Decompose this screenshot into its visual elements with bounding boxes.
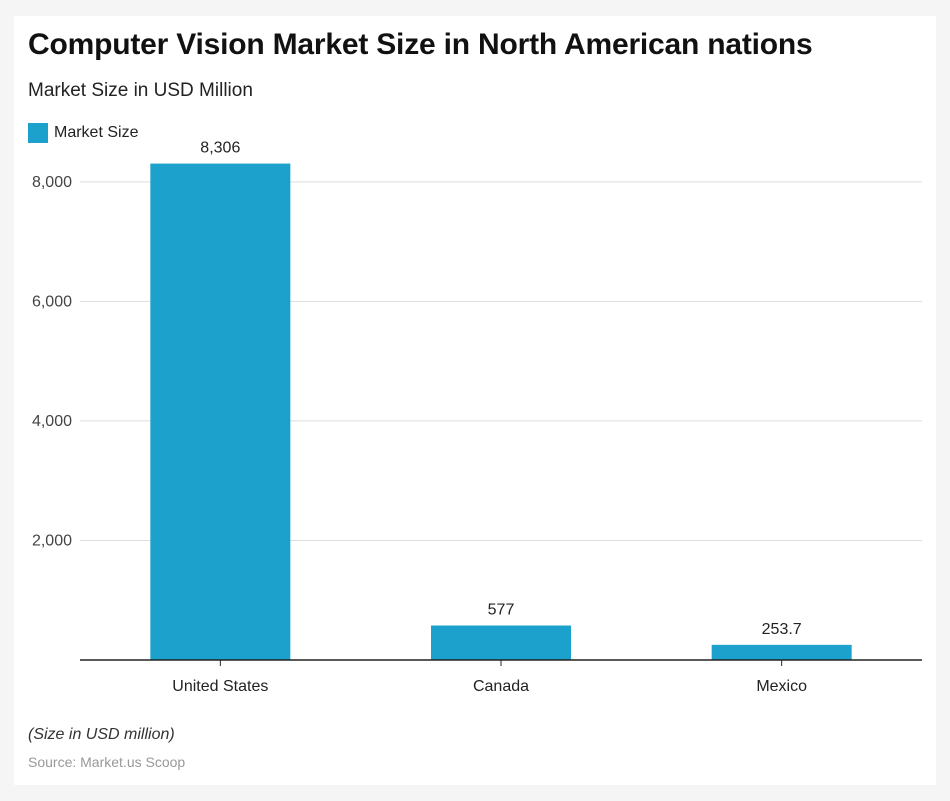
x-tick-label: Mexico <box>756 678 807 695</box>
bar <box>150 163 291 660</box>
bar <box>431 625 571 660</box>
chart-source: Source: Market.us Scoop <box>28 754 186 770</box>
y-tick-label: 4,000 <box>32 413 72 430</box>
legend: Market Size <box>28 123 138 143</box>
chart-note: (Size in USD million) <box>28 726 175 743</box>
y-tick-label: 2,000 <box>32 532 72 549</box>
legend-label-market-size: Market Size <box>54 124 139 141</box>
chart-card: Computer Vision Market Size in North Ame… <box>14 16 936 785</box>
x-tick-label: Canada <box>473 678 529 695</box>
y-tick-label: 8,000 <box>32 174 72 191</box>
chart-title: Computer Vision Market Size in North Ame… <box>28 28 813 61</box>
x-tick-label: United States <box>172 678 268 695</box>
chart-subtitle: Market Size in USD Million <box>28 80 253 101</box>
data-label: 8,306 <box>200 140 240 157</box>
y-tick-label: 6,000 <box>32 293 72 310</box>
data-label: 253.7 <box>762 621 802 638</box>
legend-swatch-market-size <box>28 123 48 143</box>
data-label: 577 <box>488 602 515 619</box>
bar <box>711 644 852 660</box>
bar-chart: 2,000 4,000 6,000 8,000 8,306 United States 57… <box>32 140 922 695</box>
